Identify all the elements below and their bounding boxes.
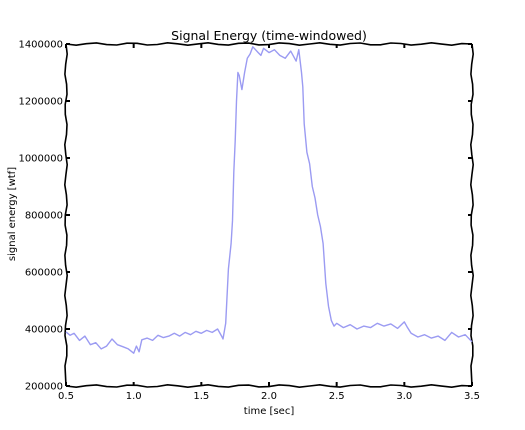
chart-title: Signal Energy (time-windowed) (171, 28, 367, 43)
x-tick-label: 3.5 (464, 391, 480, 402)
x-tick-label: 2.5 (329, 391, 345, 402)
series-line (65, 46, 473, 354)
plot-frame (63, 41, 475, 389)
frame-left (63, 43, 69, 387)
x-tick-label: 0.5 (58, 391, 74, 402)
y-tick-label: 1000000 (18, 154, 63, 165)
series-group (65, 46, 473, 354)
x-axis-label: time [sec] (244, 406, 295, 417)
y-tick-label: 200000 (25, 382, 63, 393)
axis-ticks (65, 43, 473, 387)
x-tick-label: 2.0 (261, 391, 277, 402)
x-tick-label: 1.5 (193, 391, 209, 402)
x-tick-label: 3.0 (396, 391, 412, 402)
y-tick-label: 800000 (25, 211, 63, 222)
axis-tick-labels: 0.5 1.0 1.5 2.0 2.5 3.0 3.5 200000 400000 600000 8… (18, 40, 480, 403)
y-tick-label: 400000 (25, 325, 63, 336)
x-tick-label: 1.0 (126, 391, 142, 402)
y-axis-label: signal energy [wtf] (7, 167, 18, 261)
y-tick-label: 1400000 (18, 40, 63, 51)
y-tick-label: 1200000 (18, 97, 63, 108)
y-tick-label: 600000 (25, 268, 63, 279)
